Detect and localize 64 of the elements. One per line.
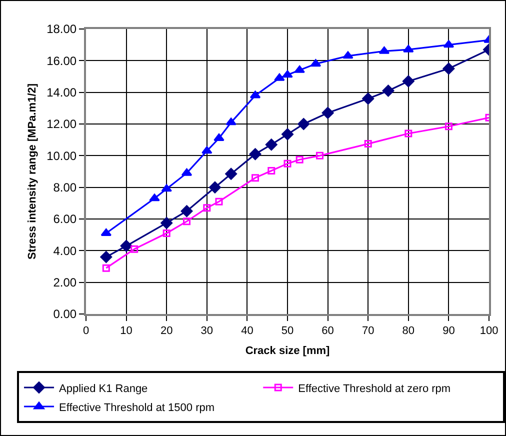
point (322, 106, 334, 119)
point (298, 118, 310, 130)
point (444, 122, 452, 130)
legend-label: Effective Threshold at zero rpm (298, 382, 451, 395)
x-tick-label: 70 (362, 325, 374, 338)
point (282, 128, 294, 140)
y-axis-title: Stress intensity range [MPa.m1/2] (26, 83, 39, 260)
point (342, 51, 354, 59)
point (149, 194, 160, 202)
point (403, 44, 414, 52)
x-tick-label: 10 (120, 325, 132, 338)
point (130, 245, 138, 253)
point (203, 204, 211, 212)
y-tick-label: 6.00 (53, 212, 77, 226)
x-tick-label: 30 (200, 325, 214, 338)
x-tick-label: 40 (241, 325, 254, 338)
point (102, 264, 110, 272)
point (282, 70, 293, 78)
point (274, 73, 285, 81)
y-tick-label: 2.00 (53, 276, 77, 290)
legend-label: Effective Threshold at 1500 rpm (59, 402, 215, 414)
point (160, 217, 173, 229)
point (215, 198, 223, 206)
point (209, 181, 221, 194)
point (249, 148, 262, 160)
legend-label: Applied K1 Range (59, 382, 148, 395)
point (316, 152, 324, 160)
x-tick-label: 80 (402, 325, 415, 338)
point (404, 130, 412, 138)
y-tick-label: 14.00 (46, 86, 77, 100)
point (252, 174, 260, 182)
x-tick-label: 60 (322, 325, 334, 338)
point (100, 251, 112, 263)
y-tick-label: 12.00 (46, 117, 77, 132)
y-tick-label: 4.00 (53, 244, 77, 258)
x-tick-label: 0 (82, 325, 90, 338)
x-axis-title: Crack size [mm] (245, 344, 330, 357)
point (284, 160, 292, 168)
point (402, 75, 414, 88)
y-tick-label: 0.00 (53, 307, 77, 322)
point (382, 84, 394, 97)
point (225, 168, 238, 180)
y-tick-label: 8.00 (53, 180, 77, 195)
point (364, 140, 372, 148)
point (162, 230, 170, 237)
x-tick-label: 100 (480, 325, 498, 338)
point (362, 92, 374, 105)
point (202, 146, 212, 154)
point (120, 240, 132, 252)
x-tick-label: 90 (442, 325, 455, 338)
point (183, 218, 190, 226)
point (296, 156, 304, 164)
y-tick-label: 10.00 (46, 148, 77, 163)
point (161, 184, 172, 192)
point (294, 65, 305, 73)
point (265, 138, 278, 151)
y-tick-label: 16.00 (46, 54, 77, 68)
point (442, 62, 455, 75)
x-tick-label: 50 (281, 325, 294, 338)
y-tick-label: 18.00 (46, 22, 77, 36)
point (268, 166, 276, 174)
x-tick-label: 20 (160, 325, 173, 338)
point (180, 205, 193, 218)
point (226, 118, 236, 126)
